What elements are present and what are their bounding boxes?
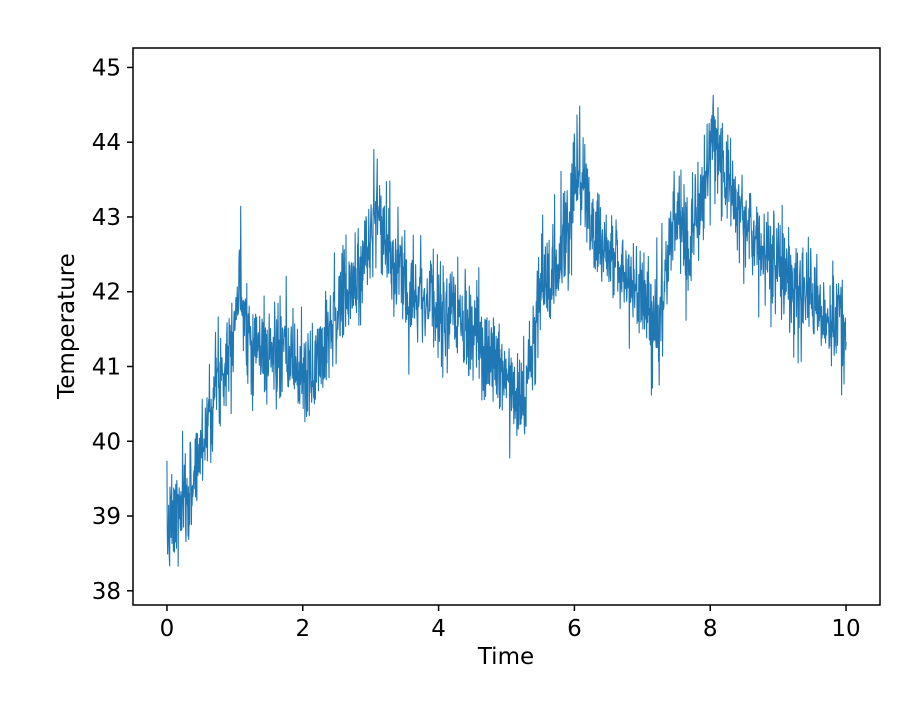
y-tick-label: 44 xyxy=(92,130,121,156)
x-tick-label: 0 xyxy=(160,616,175,642)
y-tick-label: 42 xyxy=(92,280,121,306)
series-layer xyxy=(166,94,847,567)
x-axis-label: Time xyxy=(477,644,534,670)
x-tick-label: 2 xyxy=(295,616,310,642)
y-tick-label: 43 xyxy=(92,205,121,231)
x-tick-label: 6 xyxy=(567,616,582,642)
axes-layer: 0 2 4 6 8 10 38 39 40 41 42 43 44 45 xyxy=(92,47,881,642)
y-tick-label: 45 xyxy=(92,55,121,81)
x-tick-label: 10 xyxy=(831,616,860,642)
x-tick-label: 8 xyxy=(703,616,718,642)
y-tick-label: 41 xyxy=(92,354,121,380)
y-tick-label: 38 xyxy=(92,579,121,605)
plot-frame xyxy=(132,47,881,606)
y-tick-label: 40 xyxy=(92,429,121,455)
temperature-series-line xyxy=(166,94,847,567)
x-tick-label: 4 xyxy=(431,616,446,642)
y-tick-label: 39 xyxy=(92,504,121,530)
y-axis-label: Temperature xyxy=(54,253,80,400)
